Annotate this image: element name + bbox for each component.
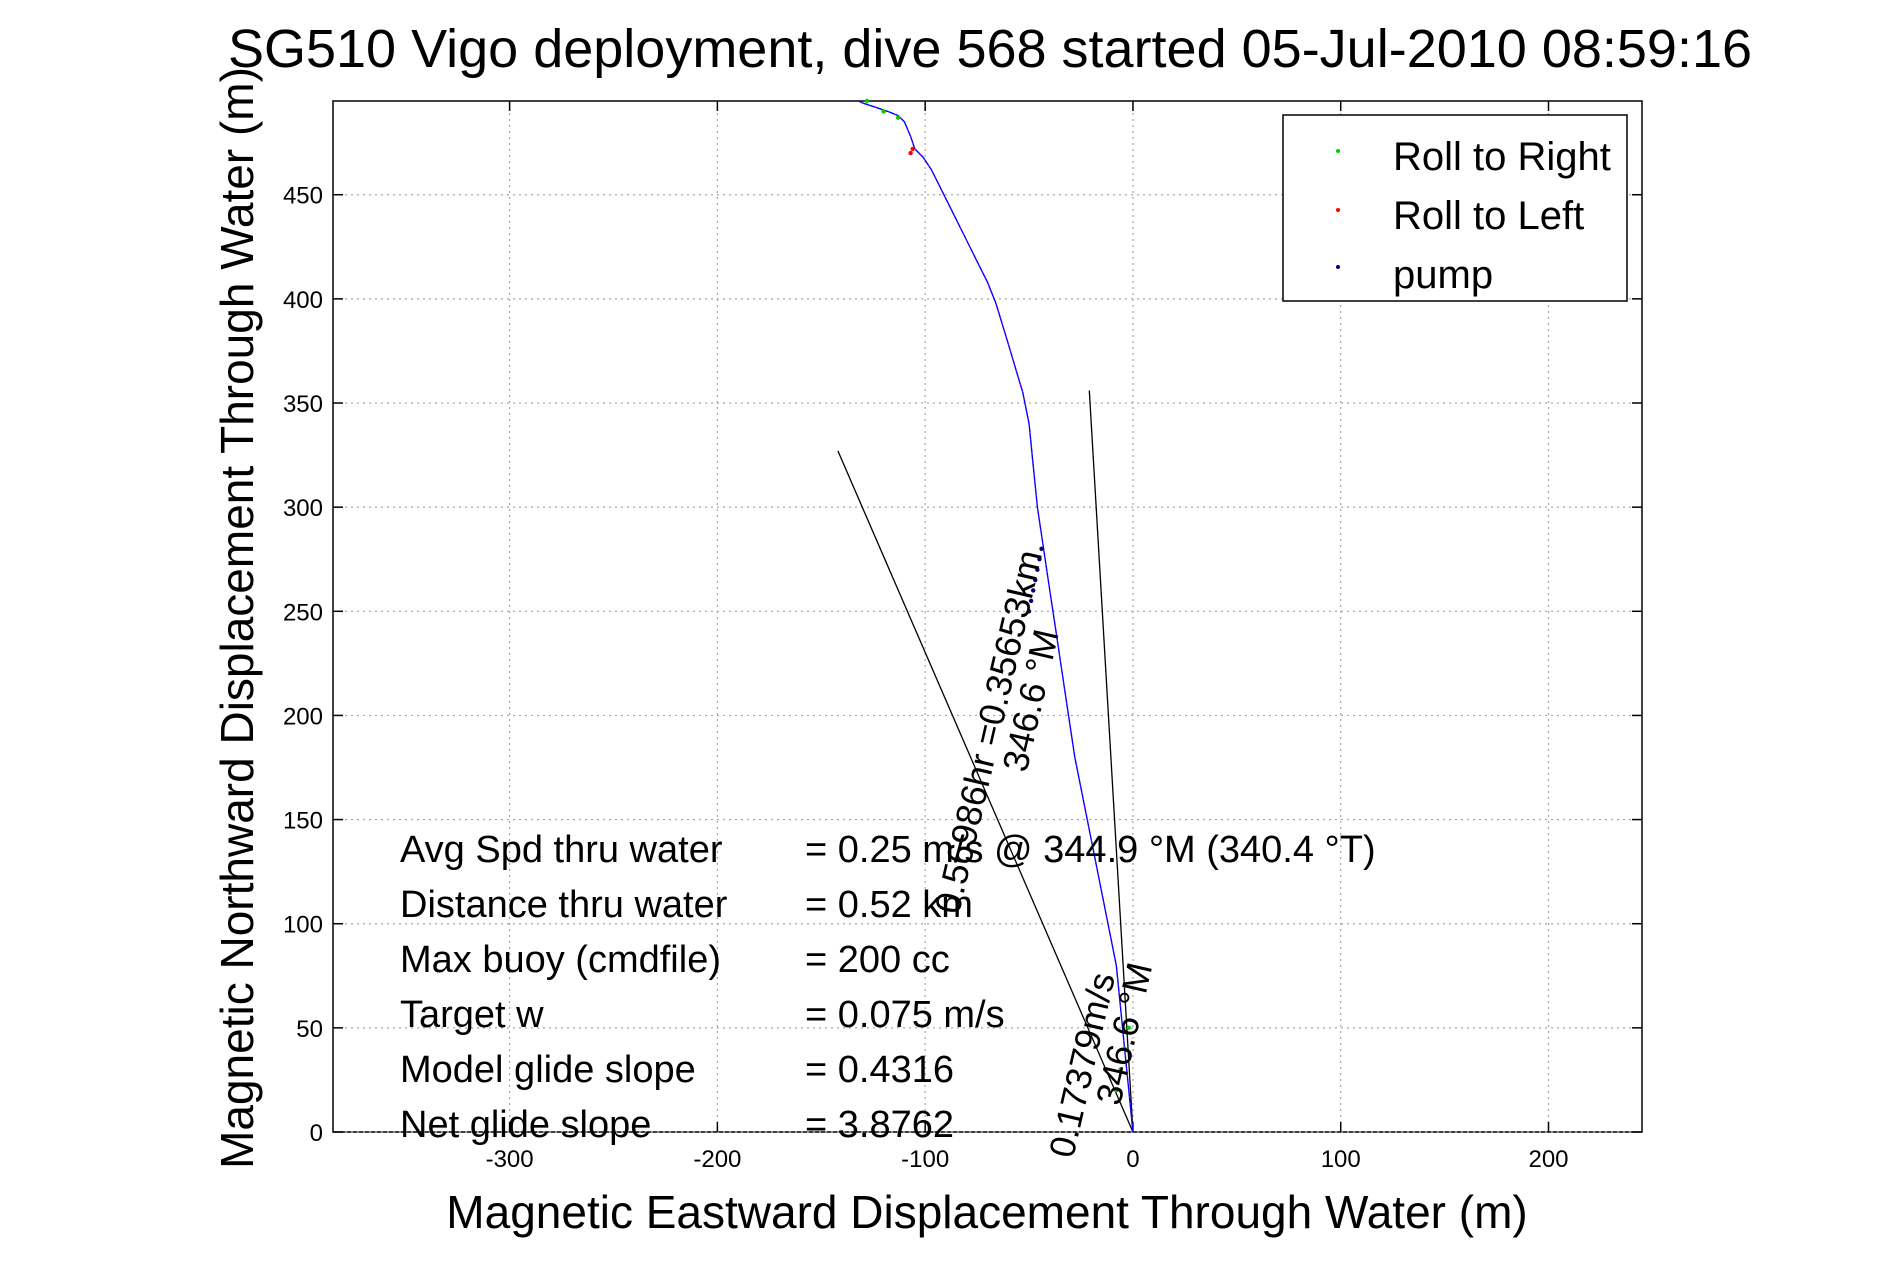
stat-label: Distance thru water [400, 884, 728, 926]
heading-lines [837, 390, 1134, 1133]
stat-label: Model glide slope [400, 1049, 696, 1091]
marker-series [864, 98, 1131, 1093]
tick-labels: -300 -200 -100 0 100 200 0 50 100 150 200 250 300 350… [283, 101, 1642, 1173]
marker-pump [1031, 588, 1036, 593]
legend-box [1282, 114, 1628, 302]
marker-pump [1037, 557, 1042, 562]
grid-lines [333, 101, 1642, 1133]
x-axis-label: Magnetic Eastward Displacement Through W… [446, 1186, 1527, 1238]
y-tick-label: 250 [283, 599, 323, 626]
y-tick-label: 300 [283, 495, 323, 522]
legend-label-roll-left: Roll to Left [1393, 194, 1584, 238]
marker-roll-right [864, 98, 870, 104]
legend-swatch-roll-left [1336, 208, 1340, 212]
legend: Roll to Right Roll to Left pump [1282, 114, 1628, 302]
legend-label-pump: pump [1393, 253, 1493, 297]
y-tick-label: 200 [283, 703, 323, 730]
track-series [858, 100, 1134, 1133]
x-tick-label: 0 [1126, 1146, 1139, 1173]
stat-value: = 200 cc [805, 939, 950, 981]
x-tick-label: 100 [1321, 1146, 1361, 1173]
marker-roll-right [895, 115, 901, 120]
x-tick-label: 200 [1528, 1146, 1568, 1173]
heading-line-1 [1088, 390, 1134, 1133]
legend-label-roll-right: Roll to Right [1393, 135, 1611, 179]
stat-label: Avg Spd thru water [400, 829, 723, 871]
legend-swatch-roll-right [1336, 149, 1340, 153]
marker-pump [1033, 577, 1038, 583]
marker-pump [1026, 609, 1032, 614]
x-tick-label: -100 [901, 1146, 949, 1173]
stat-value: = 0.52 km [805, 884, 973, 926]
heading-line-0 [837, 450, 1134, 1133]
stats-block: Avg Spd thru water = 0.25 m/s @ 344.9 °M … [400, 829, 1376, 1146]
y-axis-label: Magnetic Northward Displacement Through … [211, 67, 263, 1169]
chart-title: SG510 Vigo deployment, dive 568 started … [228, 19, 1752, 79]
legend-swatch-pump [1336, 265, 1340, 269]
marker-roll-left [908, 150, 913, 156]
x-tick-label: -300 [486, 1146, 534, 1173]
marker-roll-right [1126, 1025, 1131, 1031]
marker-roll-right [881, 109, 886, 114]
marker-pump [1039, 546, 1044, 552]
stat-label: Net glide slope [400, 1104, 651, 1146]
y-tick-label: 0 [310, 1120, 323, 1147]
y-tick-label: 100 [283, 912, 323, 939]
stat-value: = 0.075 m/s [805, 994, 1005, 1036]
marker-roll-left [910, 146, 915, 152]
stat-value: = 0.25 m/s @ 344.9 °M (340.4 °T) [805, 829, 1376, 871]
x-tick-label: -200 [693, 1146, 741, 1173]
marker-pump [1035, 567, 1040, 572]
marker-roll-right [1118, 1067, 1123, 1072]
y-tick-label: 350 [283, 391, 323, 418]
y-tick-label: 150 [283, 808, 323, 835]
marker-pump [1028, 598, 1034, 604]
stat-value: = 0.4316 [805, 1049, 954, 1091]
track-overlay [858, 100, 1134, 1133]
stat-value: = 3.8762 [805, 1104, 954, 1146]
y-tick-label: 450 [283, 183, 323, 210]
marker-roll-right [1114, 1088, 1119, 1093]
stat-label: Target w [400, 994, 544, 1036]
marker-roll-right [1122, 1046, 1127, 1051]
stat-label: Max buoy (cmdfile) [400, 939, 721, 981]
y-tick-label: 400 [283, 287, 323, 314]
y-tick-label: 50 [296, 1016, 323, 1043]
